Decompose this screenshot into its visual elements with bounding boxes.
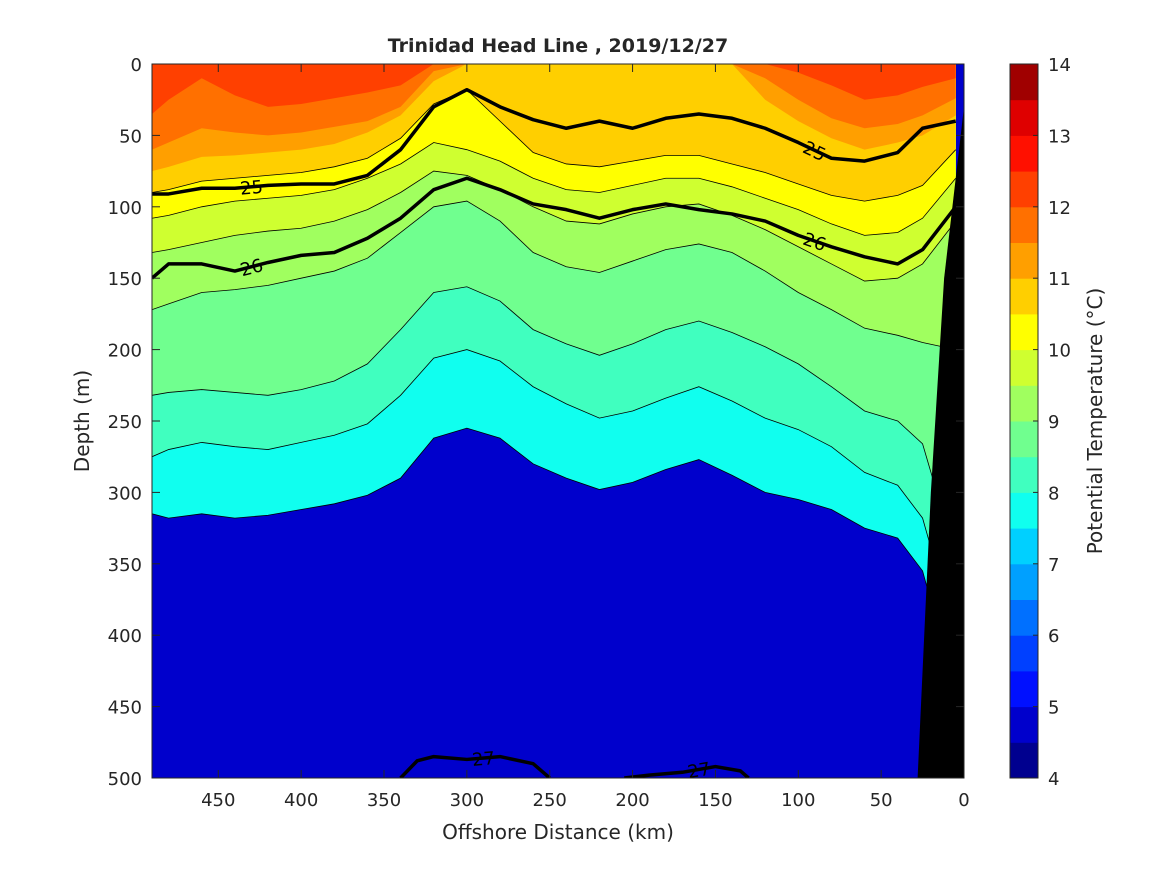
isotherm-line	[152, 286, 957, 557]
bathymetry-shelf	[917, 106, 964, 778]
isotherm-line	[152, 427, 957, 693]
y-tick-label: 400	[108, 626, 142, 647]
colorbar-swatch	[1010, 528, 1038, 565]
x-tick-label: 450	[201, 790, 235, 811]
y-tick-label: 100	[108, 198, 142, 219]
y-tick-label: 350	[108, 555, 142, 576]
y-axis-label: Depth (m)	[70, 370, 94, 472]
colorbar-tick-label: 4	[1048, 769, 1059, 790]
colorbar-tick-label: 6	[1048, 626, 1059, 647]
colorbar-tick-label: 8	[1048, 483, 1059, 504]
isotherm-line	[152, 200, 956, 350]
density-contour-line	[624, 764, 750, 778]
colorbar-swatch	[1010, 492, 1038, 529]
x-tick-label: 200	[615, 790, 649, 811]
y-tick-label: 50	[119, 126, 142, 147]
colorbar-tick-label: 9	[1048, 412, 1059, 433]
colorbar-swatch	[1010, 599, 1038, 636]
x-tick-label: 300	[450, 790, 484, 811]
y-tick-label: 450	[108, 698, 142, 719]
x-tick-label: 50	[870, 790, 893, 811]
x-tick-label: 100	[781, 790, 815, 811]
x-tick-label: 150	[698, 790, 732, 811]
y-tick-label: 300	[108, 483, 142, 504]
colorbar-swatch	[1010, 313, 1038, 351]
y-axis: 0 50 100 150 200 250 300 350 400 450 500	[108, 55, 964, 790]
colorbar-tick-label: 11	[1048, 269, 1071, 290]
colorbar-swatch	[1010, 171, 1038, 208]
isotherm-line	[152, 349, 957, 636]
colorbar-swatch	[1010, 635, 1038, 672]
x-axis-label: Offshore Distance (km)	[442, 820, 674, 844]
colorbar-tick-label: 10	[1048, 341, 1071, 362]
y-tick-label: 500	[108, 769, 142, 790]
colorbar-tick-label: 7	[1048, 555, 1059, 576]
colorbar-swatch	[1010, 706, 1038, 743]
colorbar-tick-label: 14	[1048, 55, 1071, 76]
density-contour-line	[152, 176, 958, 280]
chart-title: Trinidad Head Line , 2019/12/27	[388, 35, 728, 57]
density-contour-line	[152, 87, 957, 196]
colorbar-swatch	[1010, 99, 1038, 136]
colorbar-tick-label: 5	[1048, 698, 1059, 719]
colorbar-swatch	[1010, 64, 1038, 101]
density-contour-label: 27	[471, 748, 496, 771]
x-tick-label: 0	[958, 790, 969, 811]
colorbar-swatch	[1010, 421, 1038, 458]
isotherm-line	[152, 170, 957, 282]
colorbar-swatch	[1010, 670, 1038, 708]
colorbar-swatch	[1010, 135, 1038, 172]
isotherm-line	[152, 89, 957, 202]
colorbar-tick-label: 12	[1048, 198, 1071, 219]
colorbar-swatch	[1010, 385, 1038, 422]
colorbar-swatch	[1010, 456, 1038, 493]
colorbar-swatch	[1010, 278, 1038, 315]
colorbar-swatch	[1010, 563, 1038, 600]
y-tick-label: 200	[108, 341, 142, 362]
y-tick-label: 150	[108, 269, 142, 290]
colorbar-swatch	[1010, 742, 1038, 779]
colorbar-swatch	[1010, 206, 1038, 243]
x-axis: 450 400 350 300 250 200 150 100 50 0	[201, 64, 970, 811]
density-contour-label: 27	[686, 759, 712, 784]
density-contour-label: 25	[239, 177, 264, 200]
colorbar-swatch	[1010, 349, 1038, 386]
colorbar-label: Potential Temperature (°C)	[1083, 288, 1107, 555]
y-tick-label: 0	[131, 55, 142, 76]
x-tick-label: 350	[367, 790, 401, 811]
isotherm-lines	[152, 89, 957, 693]
temperature-band	[152, 64, 956, 114]
x-tick-label: 400	[284, 790, 318, 811]
isotherm-line	[152, 142, 957, 236]
colorbar-tick-label: 13	[1048, 126, 1071, 147]
y-tick-label: 250	[108, 412, 142, 433]
colorbar: 4 5 6 7 8 9 10 11 12 13 14	[1009, 55, 1071, 790]
density-contour-line	[399, 754, 551, 778]
x-tick-label: 250	[533, 790, 567, 811]
colorbar-swatch	[1010, 242, 1038, 279]
